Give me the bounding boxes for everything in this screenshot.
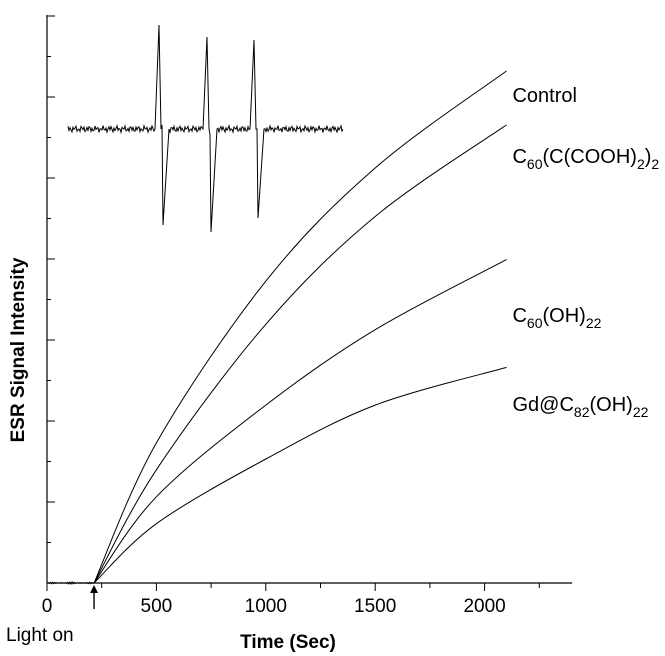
series-label-3: C60(OH)22: [512, 305, 601, 331]
x-tick-label: 1000: [245, 596, 287, 617]
series-label-1: Control: [512, 85, 576, 107]
x-tick-label: 500: [141, 596, 173, 617]
axes: 0 500 1000 1500 2000: [42, 15, 573, 617]
baseline-line: [46, 580, 95, 586]
x-tick-label: 1500: [354, 596, 396, 617]
series-lines: [46, 70, 507, 586]
light-on-arrowhead: [90, 585, 99, 593]
x-tick-label: 0: [42, 596, 53, 617]
y-axis-title: ESR Signal Intensity: [8, 257, 29, 442]
series-line-2: [93, 124, 507, 584]
inset-esr-spectrum: [67, 24, 344, 233]
series-line-4: [93, 366, 507, 584]
x-axis-title: Time (Sec): [240, 632, 336, 653]
series-label-2: C60(C(COOH)2)2: [512, 146, 659, 172]
light-on-annotation: Light on: [6, 625, 74, 646]
series-line-3: [93, 259, 507, 584]
series-label-4: Gd@C82(OH)22: [512, 394, 648, 420]
series-line-1: [93, 70, 507, 584]
x-tick-label: 2000: [463, 596, 505, 617]
inset-spectrum-trace: [67, 24, 344, 233]
series-labels: Control C60(C(COOH)2)2 C60(OH)22 Gd@C82(OH)…: [512, 85, 659, 420]
